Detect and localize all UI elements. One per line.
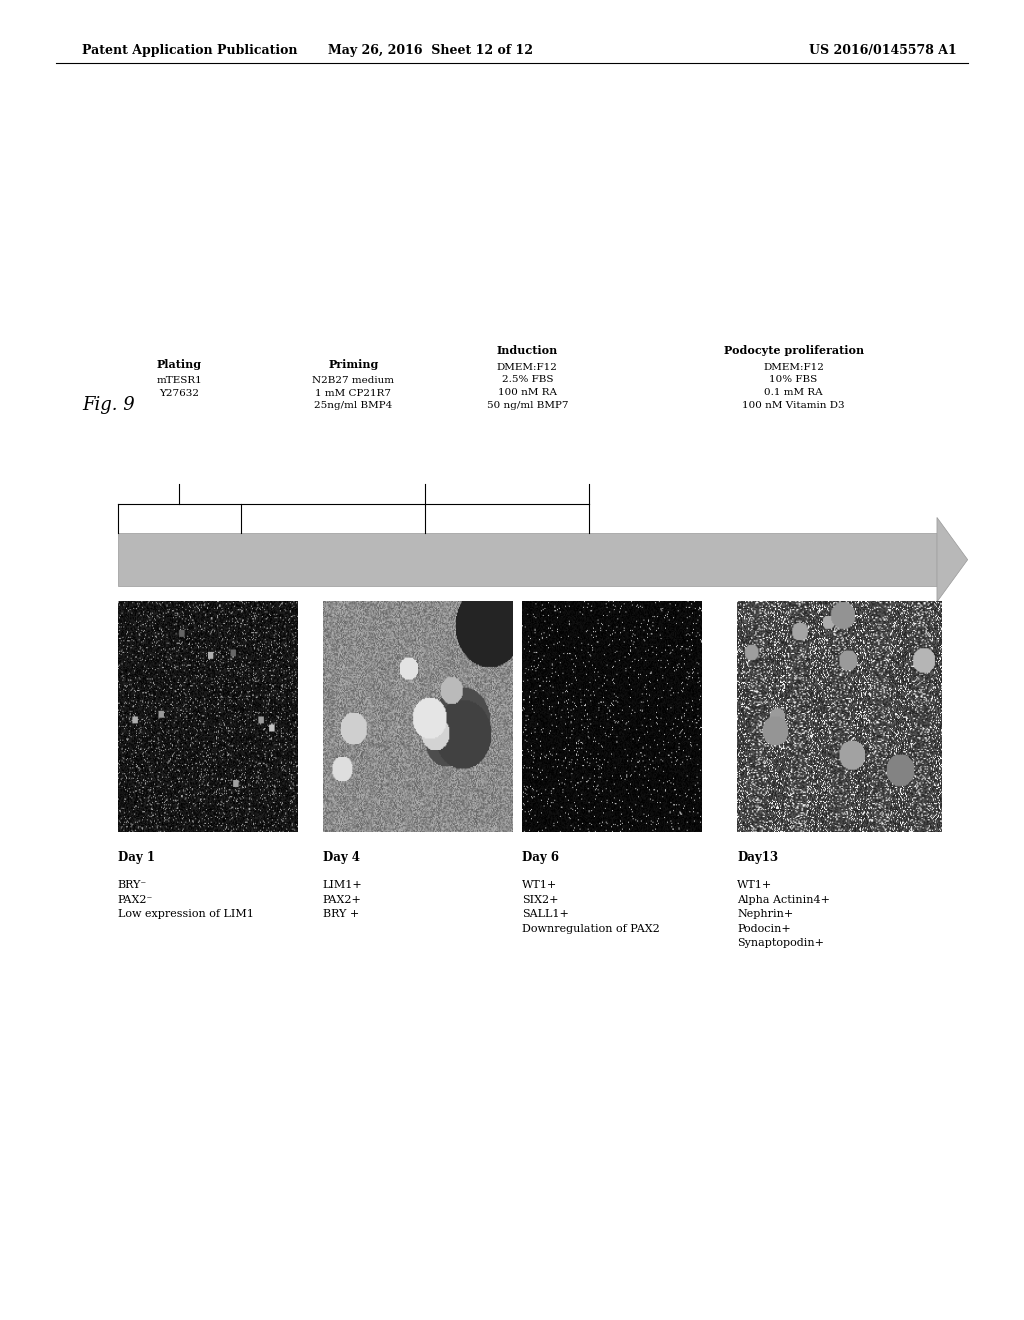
Text: LIM1+
PAX2+
BRY +: LIM1+ PAX2+ BRY + [323, 880, 362, 919]
Text: Patent Application Publication: Patent Application Publication [82, 44, 297, 57]
Text: N2B27 medium
1 mM CP21R7
25ng/ml BMP4: N2B27 medium 1 mM CP21R7 25ng/ml BMP4 [312, 376, 394, 411]
Text: May 26, 2016  Sheet 12 of 12: May 26, 2016 Sheet 12 of 12 [328, 44, 532, 57]
Text: Day 6: Day 6 [572, 610, 605, 620]
Text: Induction: Induction [497, 346, 558, 356]
Text: DMEM:F12
2.5% FBS
100 nM RA
50 ng/ml BMP7: DMEM:F12 2.5% FBS 100 nM RA 50 ng/ml BMP… [486, 363, 568, 409]
Text: Priming: Priming [328, 359, 379, 370]
Bar [118, 533, 937, 586]
Text: BRY⁻
PAX2⁻
Low expression of LIM1: BRY⁻ PAX2⁻ Low expression of LIM1 [118, 880, 254, 919]
Text: Day 0 Day 1: Day 0 Day 1 [125, 610, 193, 620]
Text: Day 4: Day 4 [409, 610, 441, 620]
Text: Day 1: Day 1 [118, 851, 155, 865]
Text: DMEM:F12
10% FBS
0.1 mM RA
100 nM Vitamin D3: DMEM:F12 10% FBS 0.1 mM RA 100 nM Vitami… [742, 363, 845, 409]
Text: Day 4: Day 4 [323, 851, 359, 865]
Polygon shape [937, 517, 968, 602]
Bar [118, 504, 589, 533]
Text: Day13: Day13 [737, 851, 778, 865]
Text: Fig. 9: Fig. 9 [82, 396, 135, 414]
Text: Plating: Plating [157, 359, 202, 370]
Text: US 2016/0145578 A1: US 2016/0145578 A1 [809, 44, 956, 57]
Text: Podocyte proliferation: Podocyte proliferation [724, 346, 863, 356]
Text: Day 6: Day 6 [522, 851, 559, 865]
Text: Day 13: Day 13 [897, 610, 936, 620]
Text: WT1+
Alpha Actinin4+
Nephrin+
Podocin+
Synaptopodin+: WT1+ Alpha Actinin4+ Nephrin+ Podocin+ S… [737, 880, 830, 948]
Text: mTESR1
Y27632: mTESR1 Y27632 [157, 376, 202, 397]
Text: WT1+
SIX2+
SALL1+
Downregulation of PAX2: WT1+ SIX2+ SALL1+ Downregulation of PAX2 [522, 880, 660, 933]
